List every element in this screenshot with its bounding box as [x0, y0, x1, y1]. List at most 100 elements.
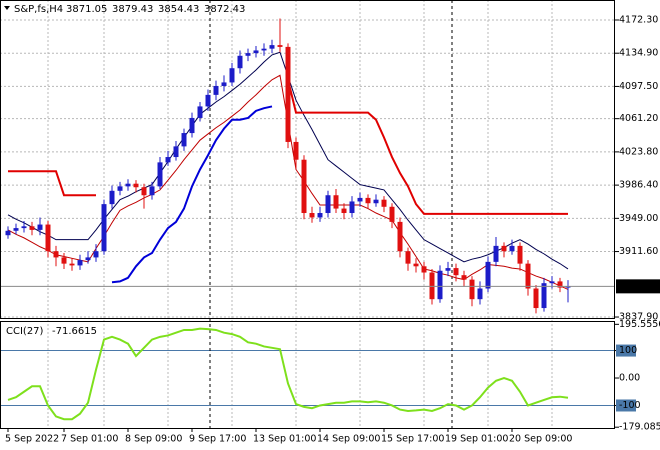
candle-body: [485, 261, 491, 289]
candle-body: [501, 245, 507, 252]
candle-body: [549, 281, 555, 284]
main-frame: [0, 0, 615, 319]
candle-body: [357, 197, 363, 202]
y-tick-label: 3837.90: [619, 312, 658, 323]
candle-body: [493, 245, 499, 262]
candle-body: [213, 85, 219, 95]
candle-body: [285, 46, 291, 142]
current-price-label: 3872.43: [620, 281, 659, 292]
line-series: [7, 327, 569, 421]
candle-body: [293, 141, 299, 160]
candle-body: [221, 82, 227, 86]
candle-body: [437, 270, 443, 300]
candle-body: [173, 146, 179, 158]
y-tick-label: -100: [619, 400, 641, 411]
candle-body: [93, 251, 99, 258]
y-tick-label: 195.5556: [619, 319, 660, 330]
candle-body: [397, 221, 403, 252]
candle-body: [141, 187, 147, 196]
candle-body: [277, 45, 283, 47]
y-tick-label: 3949.00: [619, 213, 658, 224]
candle-body: [413, 263, 419, 267]
candle-body: [37, 224, 43, 230]
candle-body: [45, 224, 51, 252]
candle-body: [69, 263, 75, 266]
line-series: [8, 79, 568, 215]
candle-body: [237, 55, 243, 69]
candle-body: [525, 263, 531, 289]
x-tick-label: 7 Sep 01:00: [61, 434, 118, 445]
candle-body: [349, 201, 355, 214]
ohlc-low: 3854.43: [158, 4, 199, 15]
marks: [0, 18, 615, 421]
y-tick-label: 0.00: [619, 373, 640, 384]
candle-body: [21, 226, 27, 229]
candle-body: [301, 159, 307, 214]
x-tick-label: 19 Sep 01:00: [445, 434, 508, 445]
candle-body: [245, 53, 251, 56]
candle-body: [405, 251, 411, 264]
candle-body: [125, 183, 131, 187]
candle-body: [461, 275, 467, 280]
y-tick-label: 100: [619, 345, 637, 356]
candle-body: [101, 204, 107, 252]
candle-body: [133, 183, 139, 188]
candle-body: [261, 48, 267, 51]
candle-body: [61, 257, 67, 264]
candle-body: [149, 186, 155, 196]
candle-body: [541, 283, 547, 309]
candle-body: [109, 190, 115, 205]
candle-body: [325, 195, 331, 214]
candle-body: [165, 157, 171, 163]
y-tick-label: 3986.40: [619, 180, 658, 191]
candle-body: [373, 199, 379, 204]
indicator-value: -71.6615: [52, 326, 97, 337]
candle-body: [229, 68, 235, 83]
candle-body: [189, 117, 195, 134]
current-price-box: [616, 279, 660, 294]
x-tick-label: 8 Sep 09:00: [125, 434, 182, 445]
candle-body: [53, 251, 59, 258]
candle-body: [445, 268, 451, 271]
y-tick-label: 4172.30: [619, 14, 658, 25]
level-label-box: [616, 399, 636, 412]
candle-body: [29, 226, 35, 230]
candle-body: [565, 286, 571, 288]
candle-body: [197, 106, 203, 118]
candle-body: [381, 199, 387, 207]
candle-body: [421, 266, 427, 273]
candle-body: [253, 50, 259, 54]
candle-body: [469, 279, 475, 300]
candle-body: [269, 45, 275, 49]
candle-body: [453, 268, 459, 276]
y-tick-label: 4097.50: [619, 81, 658, 92]
menu-arrow[interactable]: [4, 6, 10, 10]
candle-body: [13, 228, 19, 231]
candle-body: [77, 260, 83, 266]
y-tick-label: 4134.90: [619, 48, 658, 59]
y-tick-label: -179.0852: [619, 422, 660, 433]
x-tick-label: 9 Sep 17:00: [189, 434, 246, 445]
candle-body: [5, 230, 11, 236]
candle-body: [333, 195, 339, 209]
candle-body: [117, 186, 123, 191]
x-tick-label: 20 Sep 09:00: [509, 434, 572, 445]
candle-body: [205, 94, 211, 107]
chart-title: S&P,fs,H4: [14, 4, 63, 15]
indicator-frame: [0, 321, 615, 429]
ohlc-open: 3871.05: [66, 4, 107, 15]
level-label-box: [616, 344, 636, 357]
ohlc-high: 3879.43: [112, 4, 153, 15]
y-tick-label: 3911.60: [619, 246, 658, 257]
candle-body: [429, 272, 435, 300]
indicator-title: CCI(27): [6, 326, 44, 337]
candle-body: [85, 257, 91, 261]
candle-body: [341, 208, 347, 214]
candle-body: [309, 213, 315, 218]
y-tick-label: 4061.20: [619, 113, 658, 124]
candle-body: [157, 162, 163, 187]
x-tick-label: 15 Sep 17:00: [381, 434, 444, 445]
x-tick-label: 13 Sep 01:00: [253, 434, 316, 445]
